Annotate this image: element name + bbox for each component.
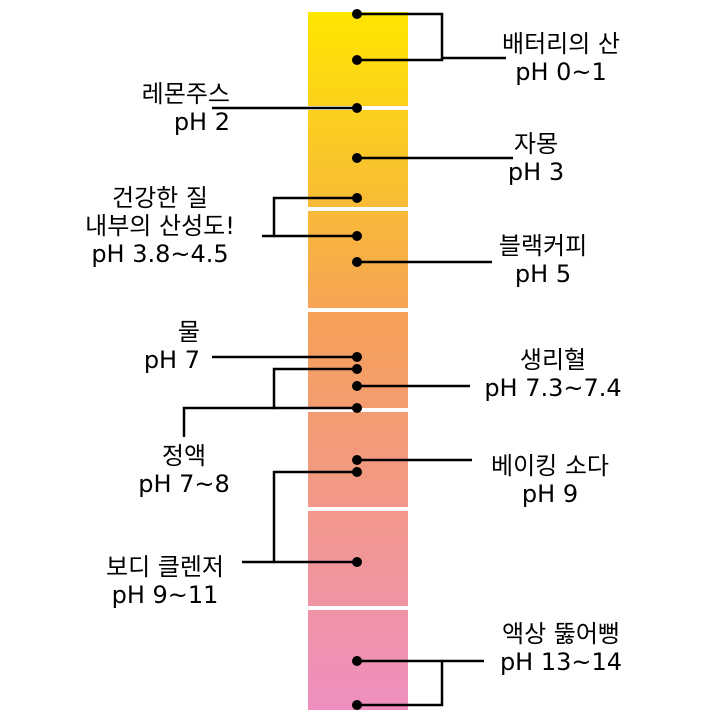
marker-dot [352,455,362,465]
connector-semen-bracket [272,367,357,410]
connector-battery-acid-bracket [357,12,444,62]
label-name: 자몽 [513,130,559,158]
label-name: 베이킹 소다 [490,452,610,480]
label-name: 블랙커피 [498,232,588,260]
marker-dot [352,257,362,267]
connector-vagina-bracket [272,196,357,238]
marker-dot [352,231,362,241]
label-body-cleanser: 보디 클렌저 pH 9~11 [80,553,250,609]
label-ph: pH 7~8 [138,470,230,498]
label-ph: pH 7 [143,346,200,374]
label-semen: 정액 pH 7~8 [104,442,264,498]
label-name: 물 [177,318,200,346]
marker-dot [352,9,362,19]
label-battery-acid: 배터리의 산 pH 0~1 [476,30,646,86]
label-ph: pH 3.8~4.5 [91,240,229,268]
connector-drain-cleaner-bracket [357,659,444,707]
marker-dot [352,55,362,65]
label-ph: pH 2 [173,108,230,136]
marker-dot [352,364,362,374]
label-drain-cleaner: 액상 뚫어뻥 pH 13~14 [476,620,646,676]
label-blood: 생리혈 pH 7.3~7.4 [473,346,633,402]
label-ph: pH 9~11 [111,581,219,609]
label-name: 정액 [161,442,207,470]
marker-dot [352,467,362,477]
label-baking-soda: 베이킹 소다 pH 9 [470,452,630,508]
label-water: 물 pH 7 [100,318,200,374]
marker-dot [352,700,362,710]
label-name: 건강한 질 [112,184,208,212]
marker-dot [352,193,362,203]
label-ph: pH 13~14 [499,648,623,676]
label-name: 생리혈 [519,346,587,374]
label-ph: pH 5 [514,260,572,288]
label-name: 보디 클렌저 [105,553,225,581]
label-name-line2: 내부의 산성도! [85,212,235,240]
label-name: 레몬주스 [141,80,230,108]
marker-dot [352,381,362,391]
label-ph: pH 3 [507,158,565,186]
label-lemon-juice: 레몬주스 pH 2 [60,80,230,136]
label-ph: pH 9 [521,480,579,508]
marker-dot [352,557,362,567]
label-black-coffee: 블랙커피 pH 5 [478,232,608,288]
label-name: 액상 뚫어뻥 [501,620,621,648]
marker-dot [352,103,362,113]
label-grapefruit: 자몽 pH 3 [496,130,576,186]
connector-body-cleanser-bracket [272,470,357,564]
connector-semen [182,406,274,437]
marker-dot [352,153,362,163]
marker-dot [352,403,362,413]
label-vagina: 건강한 질 내부의 산성도! pH 3.8~4.5 [60,184,260,268]
label-ph: pH 0~1 [515,58,607,86]
label-name: 배터리의 산 [501,30,621,58]
marker-dot [352,352,362,362]
marker-dot [352,656,362,666]
label-ph: pH 7.3~7.4 [484,374,622,402]
